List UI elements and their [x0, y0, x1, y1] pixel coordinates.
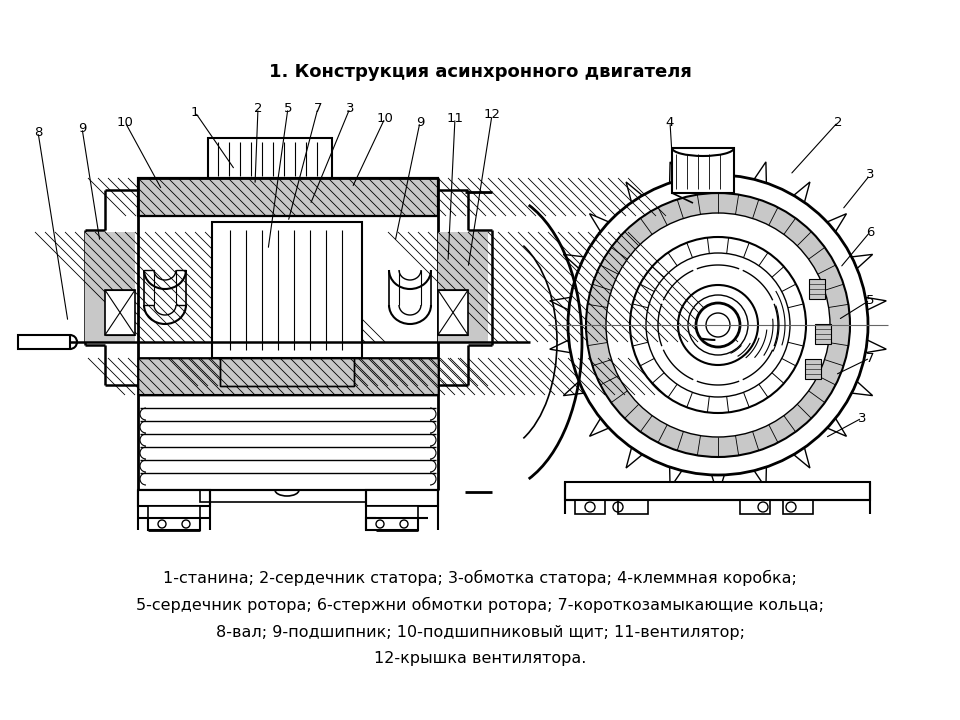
Polygon shape: [754, 467, 766, 488]
Text: 8: 8: [34, 125, 42, 138]
Text: 3: 3: [346, 102, 354, 114]
Polygon shape: [828, 418, 847, 436]
Polygon shape: [852, 254, 873, 269]
Text: 7: 7: [314, 102, 323, 114]
Bar: [200, 490, 366, 502]
Polygon shape: [711, 155, 725, 175]
Bar: [138, 178, 438, 216]
Bar: [565, 482, 870, 500]
Polygon shape: [865, 340, 886, 353]
Bar: [105, 290, 135, 335]
Polygon shape: [865, 297, 886, 310]
Text: 1-станина; 2-сердечник статора; 3-обмотка статора; 4-клеммная коробка;: 1-станина; 2-сердечник статора; 3-обмотк…: [163, 570, 797, 586]
Bar: [148, 506, 200, 518]
Polygon shape: [550, 340, 570, 353]
Bar: [220, 358, 354, 386]
Bar: [575, 500, 605, 514]
Polygon shape: [626, 182, 642, 202]
Bar: [438, 232, 488, 342]
Text: 11: 11: [446, 112, 464, 125]
Bar: [740, 500, 770, 514]
Text: 10: 10: [116, 115, 133, 128]
Polygon shape: [794, 448, 810, 468]
Bar: [618, 500, 648, 514]
Bar: [366, 518, 418, 530]
Bar: [672, 148, 734, 193]
Bar: [220, 358, 354, 386]
Polygon shape: [564, 382, 585, 395]
Text: 5: 5: [284, 102, 292, 114]
Text: 10: 10: [376, 112, 394, 125]
Bar: [138, 358, 438, 395]
Text: 7: 7: [866, 351, 875, 364]
Bar: [805, 359, 821, 379]
Text: 2: 2: [833, 115, 842, 128]
Bar: [366, 490, 438, 506]
Bar: [438, 232, 488, 342]
Polygon shape: [794, 182, 810, 202]
Polygon shape: [586, 193, 850, 457]
Polygon shape: [670, 467, 682, 488]
Bar: [138, 358, 438, 395]
Bar: [366, 506, 418, 518]
Polygon shape: [589, 418, 609, 436]
Text: 9: 9: [78, 122, 86, 135]
Text: 1. Конструкция асинхронного двигателя: 1. Конструкция асинхронного двигателя: [269, 63, 691, 81]
Text: 4: 4: [666, 115, 674, 128]
Bar: [148, 518, 200, 530]
Text: 9: 9: [416, 115, 424, 128]
Bar: [208, 138, 332, 180]
Polygon shape: [828, 214, 847, 232]
Bar: [808, 279, 825, 299]
Polygon shape: [754, 162, 766, 183]
Text: 2: 2: [253, 102, 262, 114]
Polygon shape: [670, 162, 682, 183]
Bar: [438, 290, 468, 335]
Bar: [18, 335, 70, 349]
Polygon shape: [626, 448, 642, 468]
Text: 12-крышка вентилятора.: 12-крышка вентилятора.: [373, 652, 587, 667]
Polygon shape: [852, 382, 873, 395]
Bar: [85, 232, 135, 342]
Polygon shape: [589, 214, 609, 232]
Polygon shape: [711, 475, 725, 495]
Polygon shape: [564, 254, 585, 269]
Bar: [85, 232, 135, 342]
Text: 5: 5: [866, 294, 875, 307]
Bar: [783, 500, 813, 514]
Bar: [138, 178, 438, 216]
Bar: [212, 222, 362, 358]
Text: 8-вал; 9-подшипник; 10-подшипниковый щит; 11-вентилятор;: 8-вал; 9-подшипник; 10-подшипниковый щит…: [215, 624, 745, 639]
Text: 1: 1: [191, 106, 200, 119]
Bar: [138, 490, 210, 506]
Text: 5-сердечник ротора; 6-стержни обмотки ротора; 7-короткозамыкающие кольца;: 5-сердечник ротора; 6-стержни обмотки ро…: [136, 597, 824, 613]
Text: 3: 3: [857, 412, 866, 425]
Bar: [815, 324, 830, 344]
Text: 3: 3: [866, 168, 875, 181]
Text: 6: 6: [866, 225, 875, 238]
Circle shape: [696, 303, 740, 347]
Polygon shape: [550, 297, 570, 310]
Text: 12: 12: [484, 109, 500, 122]
